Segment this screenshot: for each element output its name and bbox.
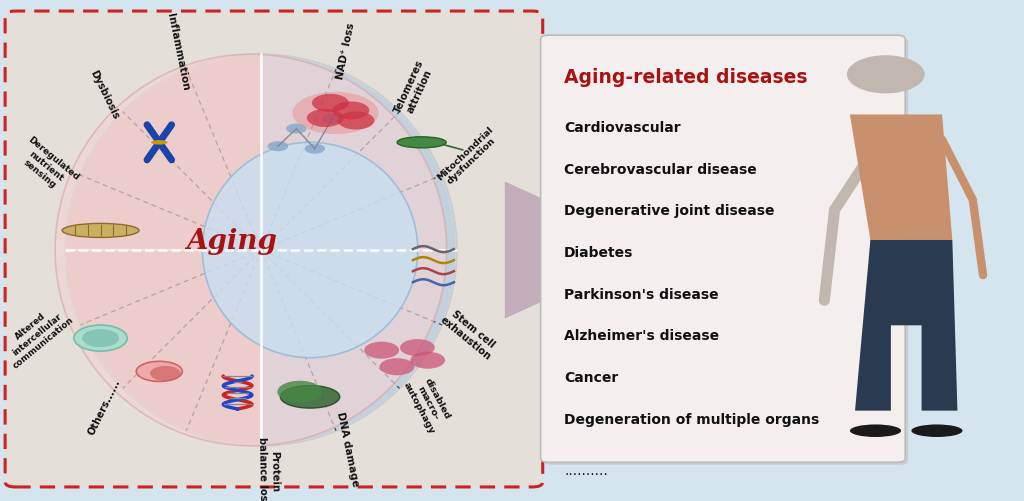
Polygon shape — [855, 240, 957, 411]
Ellipse shape — [203, 143, 418, 358]
Text: Protein
balance loss: Protein balance loss — [257, 436, 281, 501]
Circle shape — [411, 352, 445, 369]
Text: Degenerative joint disease: Degenerative joint disease — [564, 204, 775, 218]
Ellipse shape — [152, 141, 168, 145]
Circle shape — [304, 144, 325, 154]
Ellipse shape — [850, 424, 901, 437]
Circle shape — [333, 102, 370, 120]
FancyBboxPatch shape — [544, 39, 908, 465]
Text: Cancer: Cancer — [564, 370, 618, 384]
Text: Diabetes: Diabetes — [564, 245, 634, 260]
Text: Aging-related diseases: Aging-related diseases — [564, 68, 808, 87]
Text: Deregulated
nutrient
sensing: Deregulated nutrient sensing — [12, 134, 80, 197]
Ellipse shape — [74, 326, 127, 351]
Polygon shape — [261, 55, 457, 250]
Polygon shape — [850, 115, 952, 240]
Circle shape — [151, 366, 181, 381]
Text: Parkinson's disease: Parkinson's disease — [564, 287, 719, 301]
Circle shape — [380, 359, 415, 376]
Circle shape — [847, 56, 925, 94]
Ellipse shape — [55, 55, 446, 446]
Text: Telomeres
attrition: Telomeres attrition — [392, 59, 436, 120]
Text: ..........: .......... — [564, 463, 608, 477]
Text: DNA damage: DNA damage — [335, 410, 360, 487]
Ellipse shape — [911, 424, 963, 437]
Ellipse shape — [136, 362, 182, 382]
Circle shape — [307, 110, 344, 128]
Circle shape — [322, 114, 342, 124]
Text: Inflammation: Inflammation — [165, 12, 190, 91]
Ellipse shape — [397, 137, 446, 148]
Ellipse shape — [62, 224, 139, 238]
Circle shape — [82, 330, 119, 348]
Polygon shape — [505, 182, 548, 319]
Circle shape — [286, 124, 306, 134]
Text: Mitochondrial
dysfunction: Mitochondrial dysfunction — [435, 125, 502, 190]
FancyBboxPatch shape — [5, 12, 543, 487]
Circle shape — [338, 112, 375, 130]
Text: Stem cell
exhaustion: Stem cell exhaustion — [438, 305, 500, 361]
Circle shape — [365, 342, 399, 359]
Text: Cerebrovascular disease: Cerebrovascular disease — [564, 162, 757, 176]
Text: Alzheimer's disease: Alzheimer's disease — [564, 329, 719, 343]
Polygon shape — [66, 55, 261, 250]
Text: Degeneration of multiple organs: Degeneration of multiple organs — [564, 412, 819, 426]
Text: Dysbiosis: Dysbiosis — [88, 69, 121, 121]
Circle shape — [400, 340, 435, 357]
Circle shape — [267, 142, 288, 152]
Polygon shape — [261, 250, 457, 446]
Text: Cardiovascular: Cardiovascular — [564, 121, 681, 135]
FancyBboxPatch shape — [541, 36, 905, 462]
Text: Aging: Aging — [186, 227, 278, 254]
Circle shape — [312, 95, 349, 113]
Text: Altered
intercellular
communication: Altered intercellular communication — [0, 299, 76, 370]
Ellipse shape — [281, 386, 340, 408]
Circle shape — [293, 93, 379, 135]
Text: Others......: Others...... — [87, 377, 123, 436]
Circle shape — [278, 381, 323, 403]
Text: NAD⁺ loss: NAD⁺ loss — [335, 23, 356, 81]
Text: disabled
macro-
autophagy: disabled macro- autophagy — [401, 370, 455, 435]
Polygon shape — [66, 250, 261, 446]
